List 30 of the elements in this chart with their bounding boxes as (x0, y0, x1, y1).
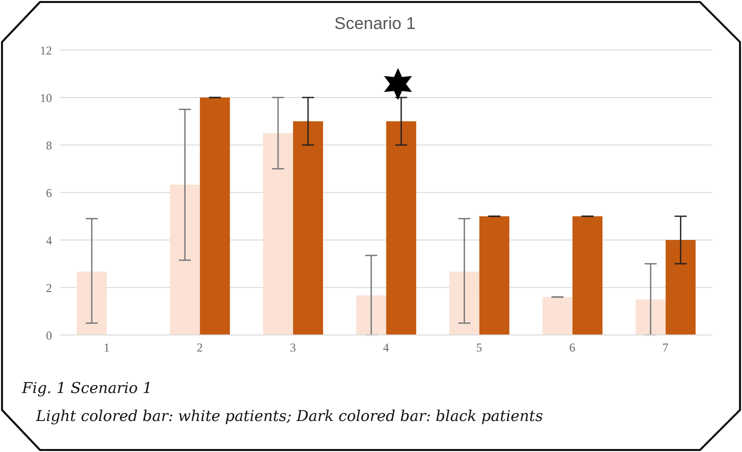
x-tick-label: 2 (196, 340, 203, 355)
x-tick-label: 3 (290, 340, 296, 355)
caption: Fig. 1 Scenario 1 (22, 378, 154, 399)
y-tick-label: 12 (40, 43, 52, 58)
y-tick-label: 2 (46, 280, 52, 295)
bar (449, 272, 480, 335)
bar (542, 297, 572, 335)
bar (386, 121, 416, 335)
x-tick-label: 1 (104, 340, 110, 355)
bar (572, 216, 602, 335)
bar (479, 216, 510, 335)
bar (356, 295, 386, 335)
chart-title: Scenario 1 (333, 14, 417, 34)
bar (76, 272, 107, 335)
bar (200, 98, 230, 335)
bar (636, 299, 666, 335)
y-tick-label: 4 (46, 233, 52, 248)
x-tick-label: 7 (662, 340, 668, 355)
y-tick-label: 0 (46, 328, 52, 342)
x-tick-label: 4 (383, 340, 389, 355)
bar (666, 240, 696, 335)
bar (293, 121, 324, 335)
x-tick-label: 5 (476, 340, 482, 355)
text: Light colored bar: white patients; Dark colored bar: black patients (34, 406, 543, 427)
y-tick-label: 8 (46, 138, 52, 152)
y-tick-label: 10 (40, 90, 52, 105)
bar (263, 133, 294, 335)
y-tick-label: 6 (46, 186, 52, 200)
x-tick-label: 6 (569, 340, 576, 355)
bar (170, 184, 200, 335)
